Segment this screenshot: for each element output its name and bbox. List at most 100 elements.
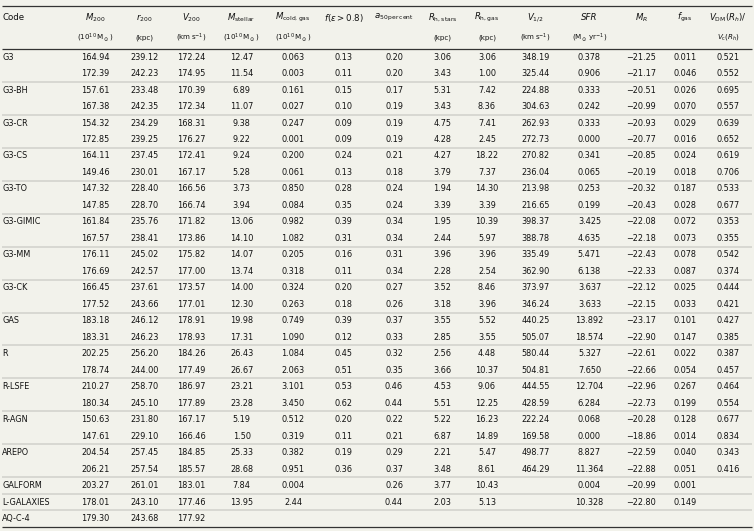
Text: 237.45: 237.45 xyxy=(130,151,159,160)
Text: 428.59: 428.59 xyxy=(521,399,550,408)
Text: $R_{\rm h,stars}$: $R_{\rm h,stars}$ xyxy=(428,12,457,24)
Text: GAS: GAS xyxy=(2,316,20,326)
Text: 7.84: 7.84 xyxy=(232,481,250,490)
Text: 0.161: 0.161 xyxy=(281,85,305,95)
Text: 2.45: 2.45 xyxy=(478,135,496,144)
Text: 444.55: 444.55 xyxy=(521,382,550,391)
Text: 0.029: 0.029 xyxy=(673,118,697,127)
Text: 14.10: 14.10 xyxy=(230,234,253,243)
Text: 6.87: 6.87 xyxy=(434,432,452,441)
Text: 3.52: 3.52 xyxy=(434,284,452,292)
Text: 0.15: 0.15 xyxy=(335,85,353,95)
Text: 164.11: 164.11 xyxy=(81,151,110,160)
Text: 464.29: 464.29 xyxy=(521,465,550,474)
Text: 5.471: 5.471 xyxy=(578,250,601,259)
Text: 0.652: 0.652 xyxy=(717,135,740,144)
Text: 0.001: 0.001 xyxy=(673,481,697,490)
Text: 0.444: 0.444 xyxy=(716,284,740,292)
Text: 7.41: 7.41 xyxy=(478,118,496,127)
Text: 14.07: 14.07 xyxy=(230,250,253,259)
Text: 154.32: 154.32 xyxy=(81,118,110,127)
Text: 0.11: 0.11 xyxy=(335,432,353,441)
Text: 3.633: 3.633 xyxy=(578,300,601,309)
Text: 3.55: 3.55 xyxy=(478,333,496,342)
Text: 147.85: 147.85 xyxy=(81,201,110,210)
Text: 0.34: 0.34 xyxy=(385,267,403,276)
Text: 0.004: 0.004 xyxy=(578,481,601,490)
Text: 12.25: 12.25 xyxy=(475,399,498,408)
Text: −22.80: −22.80 xyxy=(627,498,656,507)
Text: 246.12: 246.12 xyxy=(130,316,159,326)
Text: 4.27: 4.27 xyxy=(434,151,452,160)
Text: −20.43: −20.43 xyxy=(627,201,657,210)
Text: 3.96: 3.96 xyxy=(478,250,496,259)
Text: 5.52: 5.52 xyxy=(478,316,496,326)
Text: 7.37: 7.37 xyxy=(478,168,496,177)
Text: 243.66: 243.66 xyxy=(130,300,159,309)
Text: 13.892: 13.892 xyxy=(575,316,603,326)
Text: 16.23: 16.23 xyxy=(475,415,498,424)
Text: 0.20: 0.20 xyxy=(335,415,352,424)
Text: GALFORM: GALFORM xyxy=(2,481,42,490)
Text: $({\rm km\,s}^{-1})$: $({\rm km\,s}^{-1})$ xyxy=(176,31,207,44)
Text: 2.063: 2.063 xyxy=(281,366,305,375)
Text: 11.07: 11.07 xyxy=(230,102,253,111)
Text: 0.033: 0.033 xyxy=(673,300,697,309)
Text: 0.427: 0.427 xyxy=(717,316,740,326)
Text: 147.61: 147.61 xyxy=(81,432,110,441)
Text: 183.01: 183.01 xyxy=(177,481,205,490)
Text: 184.85: 184.85 xyxy=(177,448,205,457)
Text: −22.73: −22.73 xyxy=(627,399,656,408)
Text: 5.19: 5.19 xyxy=(232,415,250,424)
Text: 0.26: 0.26 xyxy=(385,481,403,490)
Text: $(10^{10}\,{\rm M}_\odot)$: $(10^{10}\,{\rm M}_\odot)$ xyxy=(275,31,311,44)
Text: −20.99: −20.99 xyxy=(627,102,656,111)
Text: $M_R$: $M_R$ xyxy=(635,12,648,24)
Text: 0.19: 0.19 xyxy=(335,448,353,457)
Text: −20.51: −20.51 xyxy=(627,85,657,95)
Text: 325.44: 325.44 xyxy=(521,69,550,78)
Text: 164.94: 164.94 xyxy=(81,53,110,62)
Text: 0.000: 0.000 xyxy=(578,135,601,144)
Text: 168.31: 168.31 xyxy=(177,118,205,127)
Text: 12.30: 12.30 xyxy=(230,300,253,309)
Text: 335.49: 335.49 xyxy=(521,250,550,259)
Text: 157.61: 157.61 xyxy=(81,85,110,95)
Text: $M_{200}$: $M_{200}$ xyxy=(85,12,106,24)
Text: 0.22: 0.22 xyxy=(385,415,403,424)
Text: 9.38: 9.38 xyxy=(233,118,250,127)
Text: 147.32: 147.32 xyxy=(81,184,110,193)
Text: −20.28: −20.28 xyxy=(627,415,656,424)
Text: −22.88: −22.88 xyxy=(627,465,656,474)
Text: 0.018: 0.018 xyxy=(673,168,697,177)
Text: 173.57: 173.57 xyxy=(177,284,205,292)
Text: 0.003: 0.003 xyxy=(281,69,305,78)
Text: 177.49: 177.49 xyxy=(177,366,205,375)
Text: 0.028: 0.028 xyxy=(673,201,697,210)
Text: 0.677: 0.677 xyxy=(717,415,740,424)
Text: 0.253: 0.253 xyxy=(578,184,601,193)
Text: 3.637: 3.637 xyxy=(578,284,601,292)
Text: 14.30: 14.30 xyxy=(475,184,498,193)
Text: G3-MM: G3-MM xyxy=(2,250,31,259)
Text: 166.45: 166.45 xyxy=(81,284,110,292)
Text: 167.17: 167.17 xyxy=(177,168,205,177)
Text: 1.082: 1.082 xyxy=(281,234,305,243)
Text: 505.07: 505.07 xyxy=(521,333,550,342)
Text: 8.827: 8.827 xyxy=(578,448,601,457)
Text: G3: G3 xyxy=(2,53,14,62)
Text: 183.18: 183.18 xyxy=(81,316,110,326)
Text: −22.90: −22.90 xyxy=(627,333,656,342)
Text: 0.51: 0.51 xyxy=(335,366,353,375)
Text: $(10^{10}\,{\rm M}_\odot)$: $(10^{10}\,{\rm M}_\odot)$ xyxy=(223,31,259,44)
Text: 0.072: 0.072 xyxy=(673,217,697,226)
Text: 0.084: 0.084 xyxy=(281,201,305,210)
Text: R: R xyxy=(2,349,8,358)
Text: 0.101: 0.101 xyxy=(673,316,697,326)
Text: 4.53: 4.53 xyxy=(434,382,452,391)
Text: 0.061: 0.061 xyxy=(281,168,305,177)
Text: 3.55: 3.55 xyxy=(434,316,452,326)
Text: 0.025: 0.025 xyxy=(673,284,697,292)
Text: 0.128: 0.128 xyxy=(673,415,697,424)
Text: 2.54: 2.54 xyxy=(478,267,496,276)
